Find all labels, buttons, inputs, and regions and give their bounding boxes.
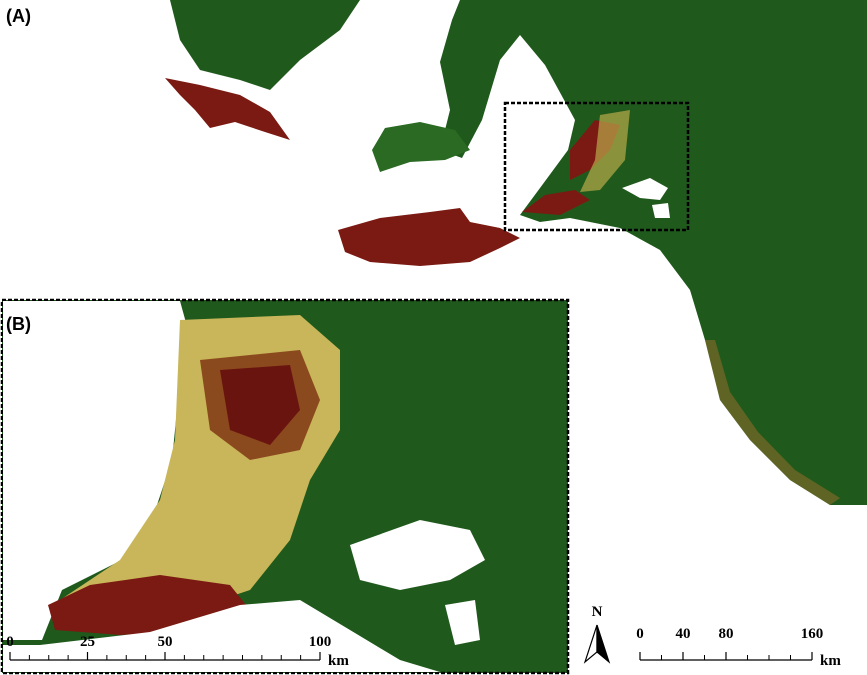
gulf — [3, 301, 188, 640]
scale-label: 40 — [676, 626, 691, 642]
kangaroo-island — [338, 208, 520, 266]
core-dark — [220, 365, 300, 445]
scale-unit: km — [328, 653, 349, 669]
scale-label: 80 — [719, 626, 734, 642]
lake-b2 — [445, 600, 480, 645]
sea-b — [3, 600, 440, 672]
mainland — [440, 0, 867, 505]
eyre-peninsula — [170, 0, 360, 90]
panel-label: (A) — [6, 6, 31, 26]
panel-a-map — [165, 0, 867, 505]
inset-box — [503, 101, 690, 232]
scale-label: 160 — [801, 626, 824, 642]
coastal-halo — [580, 110, 630, 192]
scale-label: 50 — [158, 634, 173, 650]
panel-b-map — [0, 298, 570, 675]
scale-label: 0 — [6, 634, 14, 650]
north-label: N — [592, 604, 603, 620]
scale-bars: 0 25 50 100 km 0 40 80 160 km — [6, 626, 841, 669]
scale-label: 0 — [636, 626, 644, 642]
north-arrow — [583, 624, 611, 664]
lake-2 — [652, 203, 670, 218]
eyre-tip — [165, 78, 290, 140]
fleurieu-tip — [522, 190, 590, 215]
lake — [622, 178, 668, 200]
yorke-peninsula — [372, 122, 470, 172]
scale-label: 100 — [309, 634, 332, 650]
lake-b — [350, 520, 485, 590]
scale-unit: km — [820, 653, 841, 669]
panel-label: (B) — [6, 314, 31, 334]
southeast-coast — [705, 340, 840, 505]
scale-label: 25 — [80, 634, 95, 650]
